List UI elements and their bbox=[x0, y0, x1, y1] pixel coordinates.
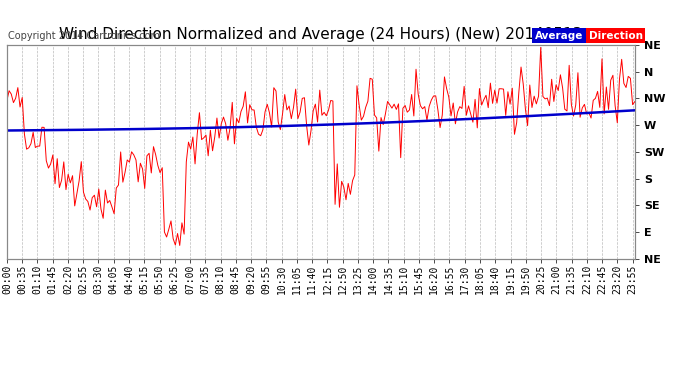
Text: Copyright 2014 Cartronics.com: Copyright 2014 Cartronics.com bbox=[8, 32, 160, 41]
Text: Direction: Direction bbox=[589, 31, 642, 40]
Title: Wind Direction Normalized and Average (24 Hours) (New) 20140513: Wind Direction Normalized and Average (2… bbox=[59, 27, 582, 42]
Text: Average: Average bbox=[535, 31, 583, 40]
